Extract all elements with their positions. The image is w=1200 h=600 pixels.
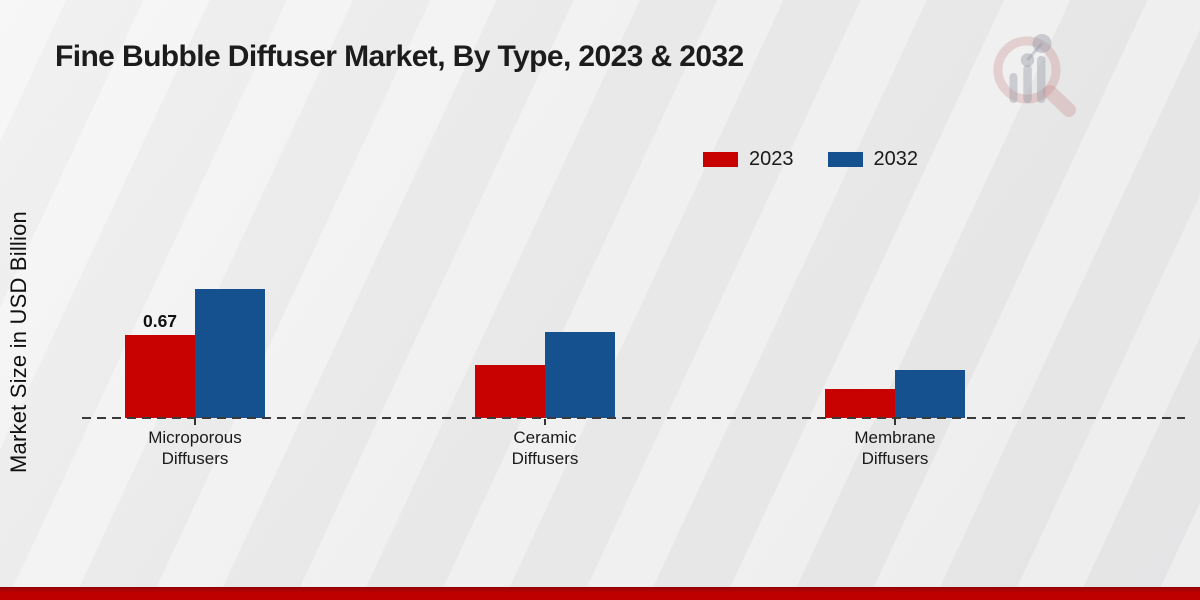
legend-label-2023: 2023 xyxy=(749,148,794,170)
bar-2032-category-2 xyxy=(895,370,965,418)
category-label-2: Membrane Diffusers xyxy=(854,428,936,469)
bar-2032-category-0 xyxy=(195,289,265,418)
chart-title: Fine Bubble Diffuser Market, By Type, 20… xyxy=(55,40,744,73)
category-label-0: Microporous Diffusers xyxy=(148,428,242,469)
legend-item-2023: 2023 xyxy=(703,148,794,171)
legend-swatch-2032 xyxy=(827,152,863,167)
bar-2023-category-0 xyxy=(125,335,195,418)
category-label-1: Ceramic Diffusers xyxy=(511,428,579,469)
legend-label-2032: 2032 xyxy=(873,148,919,170)
x-axis-tick xyxy=(194,419,196,425)
footer-accent-bar xyxy=(0,587,1200,600)
legend-item-2032: 2032 xyxy=(827,148,919,171)
chart-legend: 2023 2032 xyxy=(703,148,918,171)
legend-swatch-2023 xyxy=(703,152,738,167)
bar-2023-category-1 xyxy=(475,365,545,418)
bar-2032-category-1 xyxy=(545,332,615,418)
bar-2023-category-2 xyxy=(825,389,895,418)
x-axis-tick xyxy=(894,419,896,425)
x-axis-tick xyxy=(544,419,546,425)
bar-value-label: 0.67 xyxy=(142,311,178,331)
x-axis-baseline xyxy=(82,417,1185,419)
